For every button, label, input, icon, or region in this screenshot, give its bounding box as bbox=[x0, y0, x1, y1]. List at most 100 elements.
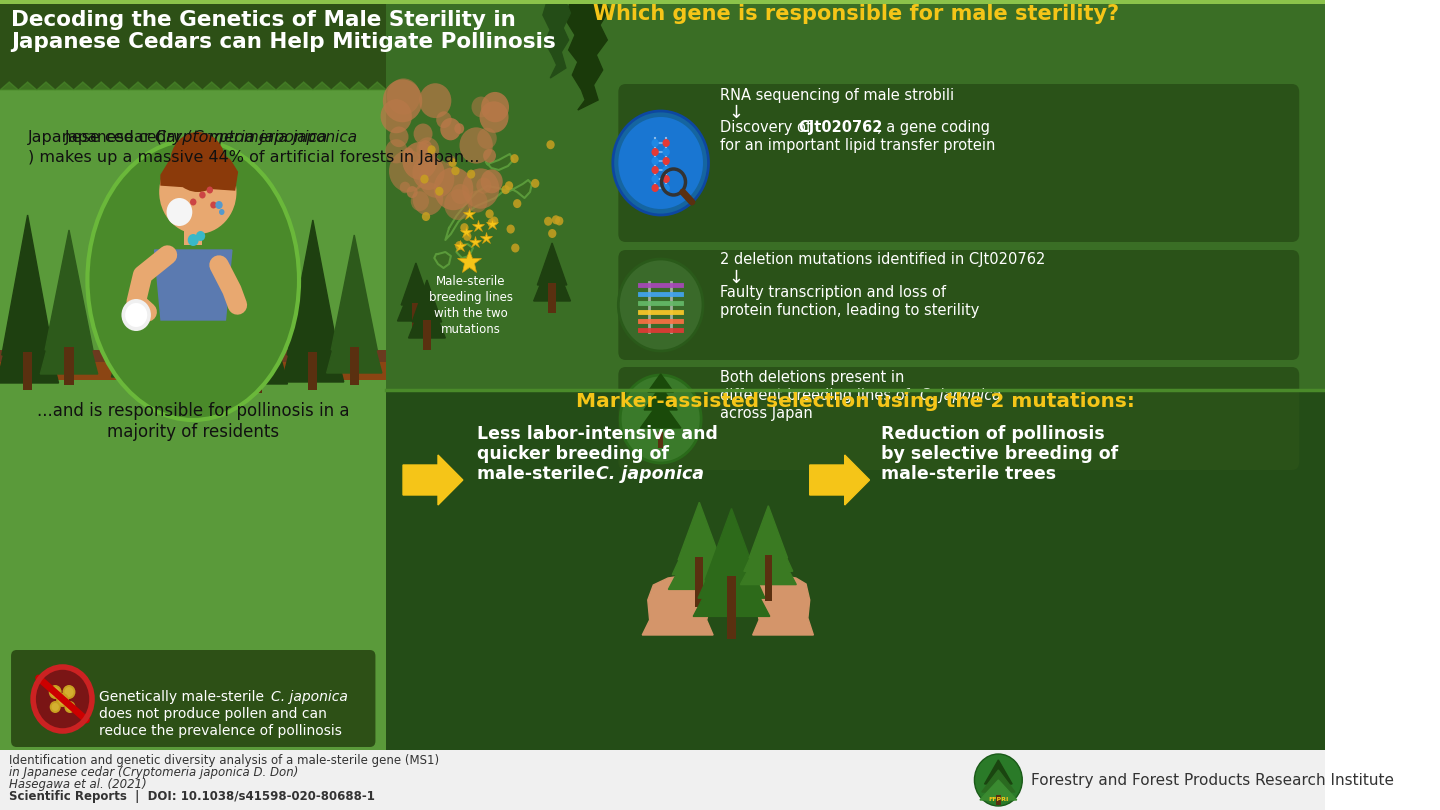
Polygon shape bbox=[184, 82, 203, 90]
Bar bbox=[184, 220, 203, 245]
Polygon shape bbox=[19, 82, 37, 90]
Bar bbox=[549, 283, 556, 313]
Polygon shape bbox=[456, 244, 472, 258]
Circle shape bbox=[662, 166, 670, 174]
Circle shape bbox=[552, 215, 560, 224]
Circle shape bbox=[651, 148, 660, 156]
Text: Which gene is responsible for male sterility?: Which gene is responsible for male steri… bbox=[593, 4, 1119, 24]
Text: ) makes up a massive 44% of artificial forests in Japan...: ) makes up a massive 44% of artificial f… bbox=[27, 150, 480, 165]
Circle shape bbox=[58, 695, 68, 705]
Polygon shape bbox=[409, 292, 445, 338]
Text: different breeding lines of: different breeding lines of bbox=[720, 388, 914, 403]
Polygon shape bbox=[809, 455, 870, 505]
Bar bbox=[423, 320, 431, 350]
Circle shape bbox=[481, 169, 503, 194]
Circle shape bbox=[613, 111, 708, 215]
Circle shape bbox=[467, 169, 475, 179]
FancyBboxPatch shape bbox=[618, 367, 1299, 470]
Polygon shape bbox=[693, 544, 770, 616]
Bar bbox=[0, 362, 386, 380]
Text: Scientific Reports  |  DOI: 10.1038/s41598-020-80688-1: Scientific Reports | DOI: 10.1038/s41598… bbox=[9, 790, 374, 803]
Circle shape bbox=[412, 156, 445, 190]
Text: Japanese Cedars can Help Mitigate Pollinosis: Japanese Cedars can Help Mitigate Pollin… bbox=[12, 32, 556, 52]
Circle shape bbox=[170, 132, 226, 192]
Polygon shape bbox=[55, 82, 73, 90]
Circle shape bbox=[554, 216, 563, 225]
Circle shape bbox=[651, 166, 660, 174]
Circle shape bbox=[485, 210, 494, 219]
Circle shape bbox=[419, 83, 451, 118]
Polygon shape bbox=[258, 82, 276, 90]
Text: Identification and genetic diversity analysis of a male-sterile gene (MS1): Identification and genetic diversity ana… bbox=[9, 754, 439, 767]
Circle shape bbox=[461, 223, 468, 232]
Polygon shape bbox=[312, 82, 331, 90]
Text: by selective breeding of: by selective breeding of bbox=[881, 445, 1119, 463]
Polygon shape bbox=[485, 154, 514, 170]
Polygon shape bbox=[111, 82, 128, 90]
Circle shape bbox=[219, 209, 225, 215]
Circle shape bbox=[662, 148, 670, 156]
Text: reduce the prevalence of pollinosis: reduce the prevalence of pollinosis bbox=[99, 724, 343, 738]
Polygon shape bbox=[37, 82, 55, 90]
Polygon shape bbox=[327, 270, 382, 373]
Polygon shape bbox=[543, 0, 570, 78]
Circle shape bbox=[477, 128, 497, 149]
Text: , a gene coding: , a gene coding bbox=[877, 120, 989, 135]
Circle shape bbox=[441, 118, 461, 140]
Circle shape bbox=[490, 216, 498, 225]
Circle shape bbox=[206, 186, 213, 194]
Text: 2 deletion mutations identified in CJt020762: 2 deletion mutations identified in CJt02… bbox=[720, 252, 1045, 267]
Circle shape bbox=[662, 157, 670, 165]
Circle shape bbox=[488, 219, 495, 228]
Polygon shape bbox=[369, 82, 386, 90]
Text: does not produce pollen and can: does not produce pollen and can bbox=[99, 707, 327, 721]
Bar bbox=[65, 347, 73, 385]
Circle shape bbox=[65, 687, 73, 697]
Polygon shape bbox=[566, 0, 609, 110]
Polygon shape bbox=[397, 275, 435, 321]
Circle shape bbox=[403, 147, 413, 159]
Bar bbox=[765, 555, 772, 601]
Polygon shape bbox=[73, 82, 92, 90]
Text: Marker-assisted selection using the 2 mutations:: Marker-assisted selection using the 2 mu… bbox=[576, 392, 1135, 411]
Polygon shape bbox=[294, 82, 312, 90]
Circle shape bbox=[662, 139, 670, 147]
Bar bbox=[658, 432, 664, 448]
Polygon shape bbox=[0, 82, 19, 90]
Polygon shape bbox=[648, 374, 674, 392]
Circle shape bbox=[467, 190, 488, 212]
Text: in Japanese cedar (Cryptomeria japonica D. Don): in Japanese cedar (Cryptomeria japonica … bbox=[9, 766, 298, 779]
FancyBboxPatch shape bbox=[618, 250, 1299, 360]
Text: for an important lipid transfer protein: for an important lipid transfer protein bbox=[720, 138, 995, 153]
Circle shape bbox=[56, 693, 69, 707]
Text: Cryptomeria japonica: Cryptomeria japonica bbox=[154, 130, 327, 145]
Circle shape bbox=[505, 181, 513, 190]
Circle shape bbox=[511, 244, 520, 253]
Polygon shape bbox=[128, 82, 147, 90]
FancyBboxPatch shape bbox=[618, 84, 1299, 242]
Circle shape bbox=[513, 199, 521, 208]
Polygon shape bbox=[282, 261, 344, 382]
Circle shape bbox=[416, 138, 439, 162]
Circle shape bbox=[419, 140, 432, 155]
Bar bbox=[23, 352, 32, 390]
Polygon shape bbox=[641, 400, 681, 428]
Polygon shape bbox=[161, 147, 238, 190]
Polygon shape bbox=[111, 265, 164, 377]
Circle shape bbox=[471, 96, 491, 117]
Circle shape bbox=[662, 175, 670, 183]
Circle shape bbox=[435, 187, 444, 196]
Polygon shape bbox=[740, 531, 796, 585]
Text: protein function, leading to sterility: protein function, leading to sterility bbox=[720, 303, 979, 318]
Circle shape bbox=[436, 111, 452, 128]
Circle shape bbox=[480, 101, 508, 133]
Text: Hasegawa et al. (2021): Hasegawa et al. (2021) bbox=[9, 778, 147, 791]
Polygon shape bbox=[668, 531, 730, 590]
Text: Japanese cedar (: Japanese cedar ( bbox=[65, 130, 193, 145]
Circle shape bbox=[546, 140, 554, 149]
Circle shape bbox=[402, 142, 438, 180]
Bar bbox=[0, 350, 386, 380]
Text: Forestry and Forest Products Research Institute: Forestry and Forest Products Research In… bbox=[1031, 773, 1394, 787]
Bar bbox=[696, 556, 703, 608]
Circle shape bbox=[451, 184, 469, 204]
